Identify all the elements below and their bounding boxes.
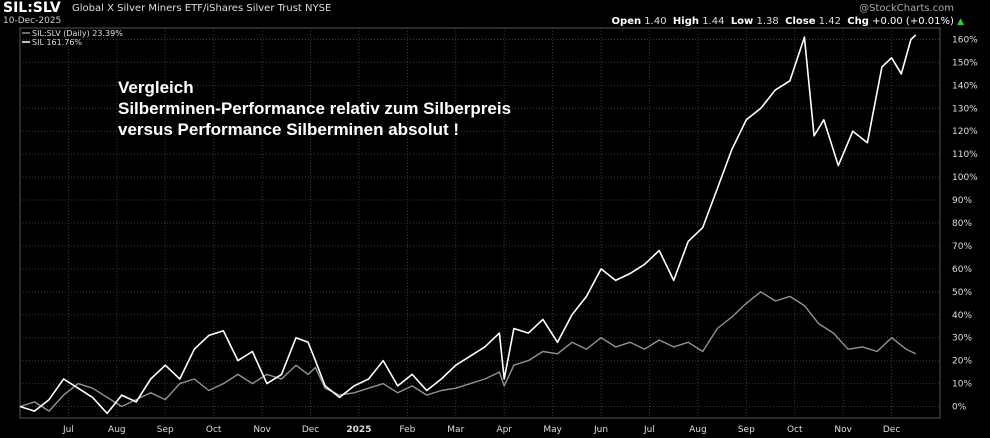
x-tick-label: May bbox=[543, 425, 562, 435]
y-tick-label: 20% bbox=[952, 357, 972, 367]
x-tick-label: Oct bbox=[787, 425, 803, 435]
chart-date: 10-Dec-2025 bbox=[3, 16, 62, 26]
x-tick-label: Dec bbox=[883, 425, 900, 435]
annotation-line-2: Silberminen-Performance relativ zum Silb… bbox=[118, 99, 512, 118]
series-lines bbox=[19, 34, 917, 415]
high-label: High bbox=[672, 16, 699, 27]
x-tick-label: 2025 bbox=[346, 425, 371, 435]
series-line-sil-slv bbox=[19, 291, 917, 412]
grid-lines bbox=[19, 27, 941, 419]
legend-label: SIL:SLV (Daily) 23.39% bbox=[32, 29, 123, 38]
annotation-text: Vergleich Silberminen-Performance relati… bbox=[118, 77, 511, 140]
y-tick-label: 130% bbox=[952, 104, 978, 114]
x-tick-label: Apr bbox=[496, 425, 512, 435]
y-tick-label: 80% bbox=[952, 219, 972, 229]
chart-ticker: SIL:SLV bbox=[3, 0, 61, 16]
y-tick-label: 0% bbox=[952, 403, 967, 413]
low-label: Low bbox=[730, 16, 754, 27]
open-label: Open bbox=[611, 16, 642, 27]
x-tick-label: Oct bbox=[206, 425, 222, 435]
y-tick-label: 150% bbox=[952, 58, 978, 68]
chg-value: +0.00 (+0.01%) bbox=[872, 16, 954, 27]
x-tick-label: Jun bbox=[593, 425, 608, 435]
y-tick-label: 160% bbox=[952, 35, 978, 45]
x-tick-label: Jul bbox=[62, 425, 74, 435]
legend: SIL:SLV (Daily) 23.39%SIL 161.76% bbox=[22, 29, 123, 47]
x-tick-label: Aug bbox=[689, 425, 707, 435]
annotation-line-1: Vergleich bbox=[118, 78, 194, 97]
x-tick-label: Mar bbox=[447, 425, 464, 435]
x-tick-label: Sep bbox=[157, 425, 174, 435]
series-line-sil bbox=[19, 34, 917, 415]
y-tick-label: 10% bbox=[952, 380, 972, 390]
x-tick-label: Nov bbox=[253, 425, 271, 435]
close-label: Close bbox=[785, 16, 816, 27]
low-value: 1.38 bbox=[756, 16, 779, 27]
up-triangle-icon: ▲ bbox=[957, 17, 964, 27]
y-tick-label: 70% bbox=[952, 242, 972, 252]
y-tick-label: 30% bbox=[952, 334, 972, 344]
y-tick-label: 110% bbox=[952, 150, 978, 160]
y-axis-ticks: 0% 10% 20% 30% 40% 50% 60% 70% 80% 90% 100% 110% 120… bbox=[952, 35, 978, 412]
x-tick-label: Feb bbox=[399, 425, 415, 435]
x-tick-label: Jul bbox=[643, 425, 655, 435]
stockcharts-logo[interactable]: @StockCharts.com bbox=[859, 3, 954, 14]
chg-label: Chg bbox=[847, 16, 869, 27]
x-axis-ticks: Jul Aug Sep Oct Nov Dec 2025 Feb Mar Apr May Jun Jul… bbox=[62, 425, 900, 435]
x-tick-label: Sep bbox=[738, 425, 755, 435]
y-tick-label: 40% bbox=[952, 311, 972, 321]
x-tick-label: Aug bbox=[108, 425, 126, 435]
y-tick-label: 90% bbox=[952, 196, 972, 206]
x-tick-label: Dec bbox=[302, 425, 319, 435]
y-tick-label: 100% bbox=[952, 173, 978, 183]
chart-subtitle: Global X Silver Miners ETF/iShares Silve… bbox=[72, 3, 332, 14]
annotation-line-3: versus Performance Silberminen absolut ! bbox=[118, 120, 460, 139]
high-value: 1.44 bbox=[702, 16, 725, 27]
y-tick-label: 140% bbox=[952, 81, 978, 91]
y-tick-label: 120% bbox=[952, 127, 978, 137]
y-tick-label: 60% bbox=[952, 265, 972, 275]
y-tick-label: 50% bbox=[952, 288, 972, 298]
legend-label: SIL 161.76% bbox=[32, 38, 82, 47]
close-value: 1.42 bbox=[818, 16, 841, 27]
ohlc-readout: Open 1.40 High 1.44 Low 1.38 Close 1.42 … bbox=[612, 16, 964, 27]
open-value: 1.40 bbox=[644, 16, 667, 27]
x-tick-label: Nov bbox=[834, 425, 852, 435]
